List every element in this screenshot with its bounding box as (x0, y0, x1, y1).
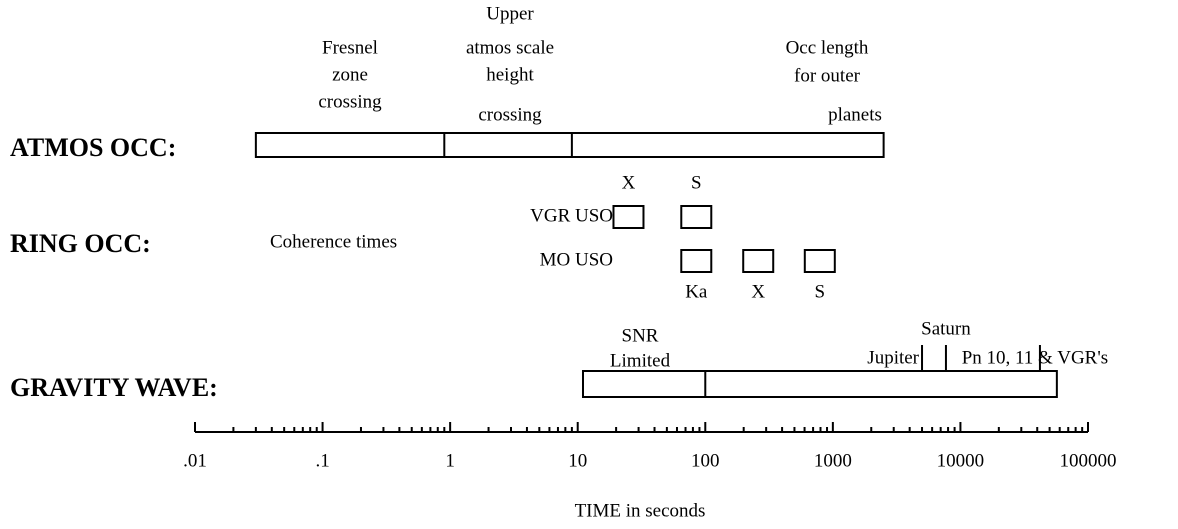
annotation: Fresnel (322, 37, 378, 58)
tick-label: 100 (691, 450, 720, 471)
annotation: atmos scale (466, 37, 554, 58)
tick-label: 10000 (937, 450, 985, 471)
tick-label: 1000 (814, 450, 852, 471)
annotation: Occ length (786, 37, 869, 58)
coherence-box (680, 205, 713, 229)
tick-label: .01 (183, 450, 207, 471)
annotation: height (486, 64, 534, 85)
band-label: S (691, 172, 702, 193)
annotation: for outer (794, 65, 861, 86)
coherence-box (742, 249, 775, 273)
band-label: X (622, 172, 636, 193)
annotation: zone (332, 64, 368, 85)
band-label: S (815, 281, 826, 302)
group-label: MO USO (540, 249, 613, 270)
annotation: Upper (486, 3, 534, 24)
row-label: ATMOS OCC: (10, 133, 176, 162)
tick-label: 100000 (1060, 450, 1117, 471)
coherence-box (612, 205, 645, 229)
row-label: RING OCC: (10, 229, 151, 258)
band-label: X (751, 281, 765, 302)
marker-label: Pn 10, 11 & VGR's (962, 347, 1108, 368)
annotation: crossing (318, 91, 382, 112)
tick-label: .1 (315, 450, 329, 471)
annotation: SNR (622, 325, 659, 346)
annotation: crossing (478, 104, 542, 125)
tick-label: 1 (445, 450, 455, 471)
marker-label: Jupiter (867, 347, 919, 368)
range-bar (581, 370, 1058, 398)
row-label: GRAVITY WAVE: (10, 373, 218, 402)
coherence-box (680, 249, 713, 273)
range-bar (254, 132, 885, 158)
band-label: Ka (685, 281, 708, 302)
axis-title: TIME in seconds (575, 500, 706, 521)
marker-label: Saturn (921, 318, 971, 339)
coherence-box (803, 249, 836, 273)
tick-label: 10 (568, 450, 587, 471)
annotation: Limited (610, 350, 671, 371)
annotation: planets (828, 104, 882, 125)
ring-note: Coherence times (270, 231, 397, 252)
group-label: VGR USO (530, 205, 613, 226)
